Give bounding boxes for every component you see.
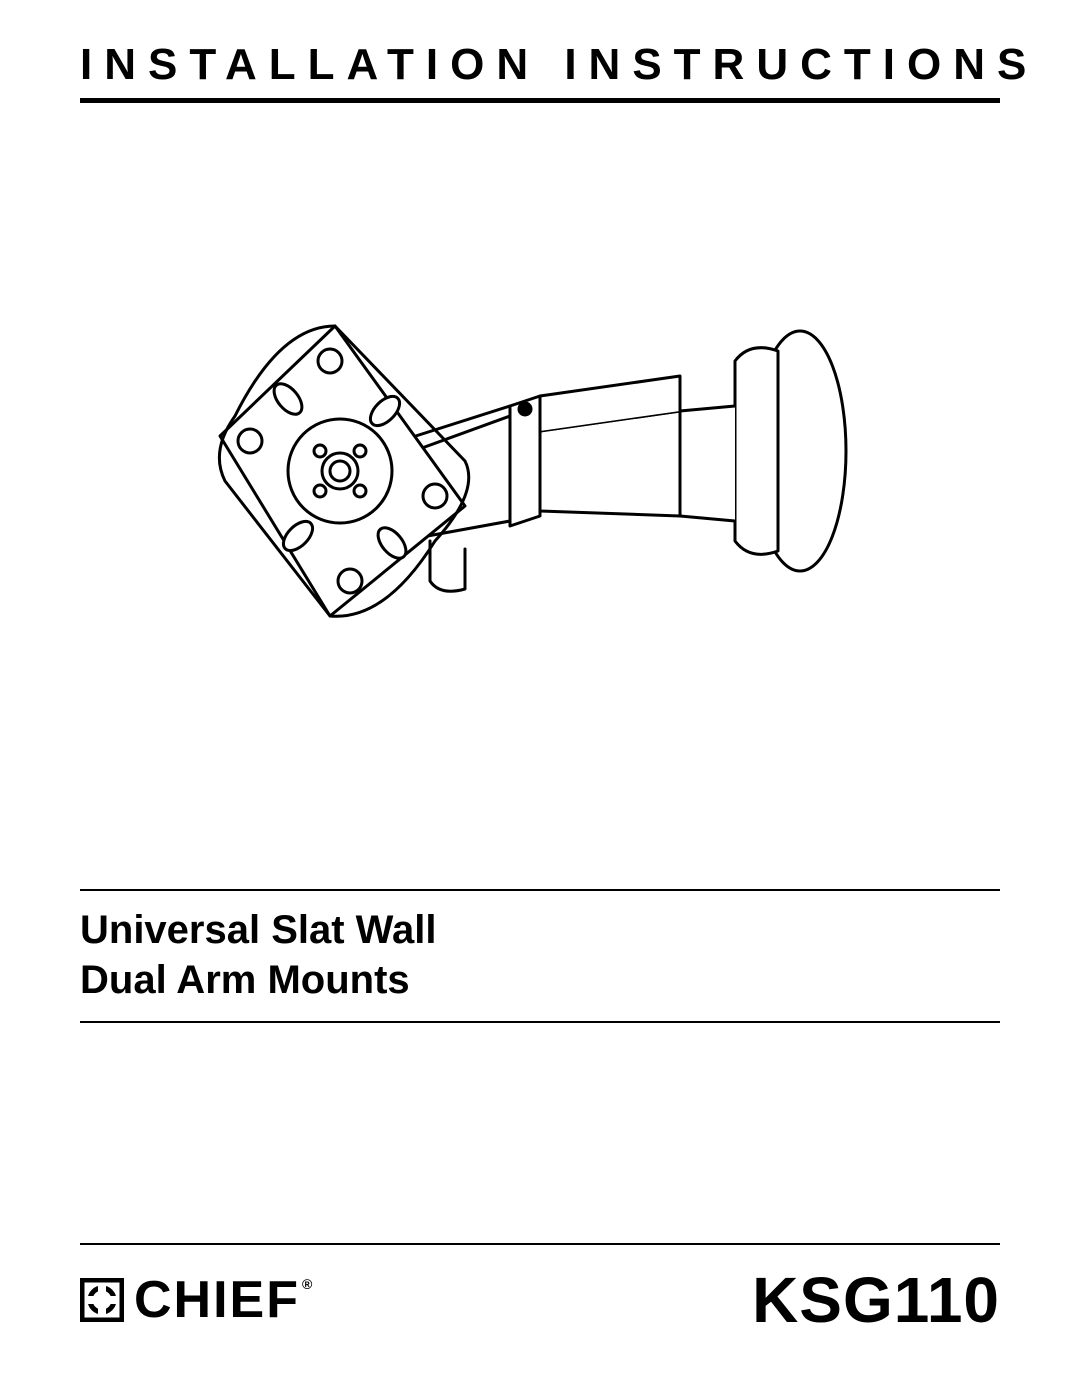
footer-block: CHIEF® KSG110: [80, 1243, 1000, 1337]
document-header-title: INSTALLATION INSTRUCTIONS: [80, 40, 1000, 103]
page: INSTALLATION INSTRUCTIONS: [0, 0, 1080, 1397]
spacer: [80, 1023, 1000, 1243]
registered-mark: ®: [302, 1276, 314, 1292]
product-name-line-1: Universal Slat Wall: [80, 905, 1000, 955]
brand-name: CHIEF®: [134, 1270, 312, 1330]
product-illustration: [80, 103, 1000, 889]
brand-logo: CHIEF®: [80, 1270, 312, 1330]
brand-mark-icon: [80, 1278, 124, 1322]
product-name-block: Universal Slat Wall Dual Arm Mounts: [80, 889, 1000, 1023]
mount-line-drawing: [180, 281, 900, 711]
model-number: KSG110: [752, 1263, 1000, 1337]
brand-name-text: CHIEF: [134, 1271, 300, 1329]
product-name-line-2: Dual Arm Mounts: [80, 955, 1000, 1005]
